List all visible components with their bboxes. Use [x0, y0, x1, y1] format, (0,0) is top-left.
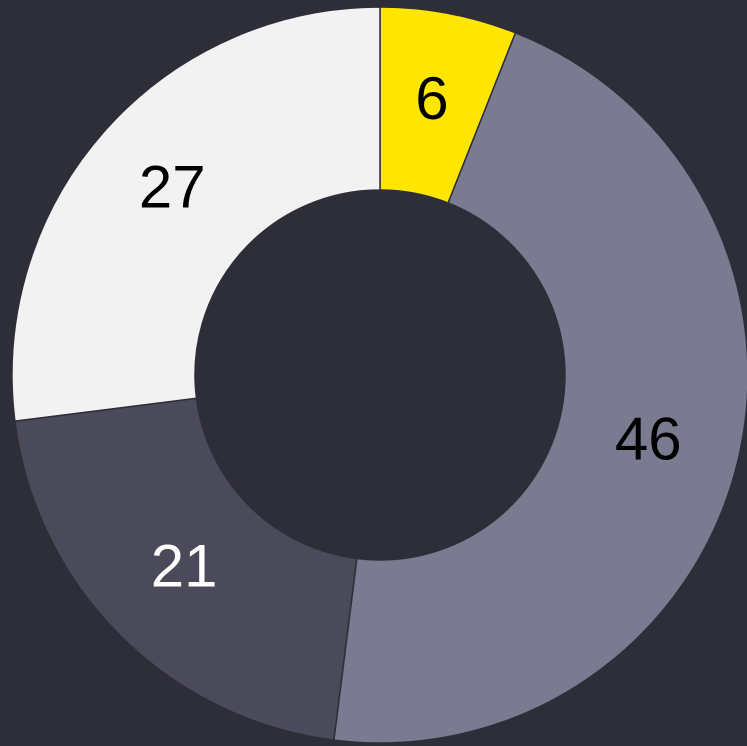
- donut-segment: [14, 397, 358, 741]
- data-label: 6: [415, 65, 448, 132]
- donut-segment: [333, 31, 747, 744]
- data-label: 46: [615, 406, 682, 473]
- donut-segment: [11, 6, 381, 422]
- data-label: 27: [139, 154, 206, 221]
- data-label: 21: [151, 533, 218, 600]
